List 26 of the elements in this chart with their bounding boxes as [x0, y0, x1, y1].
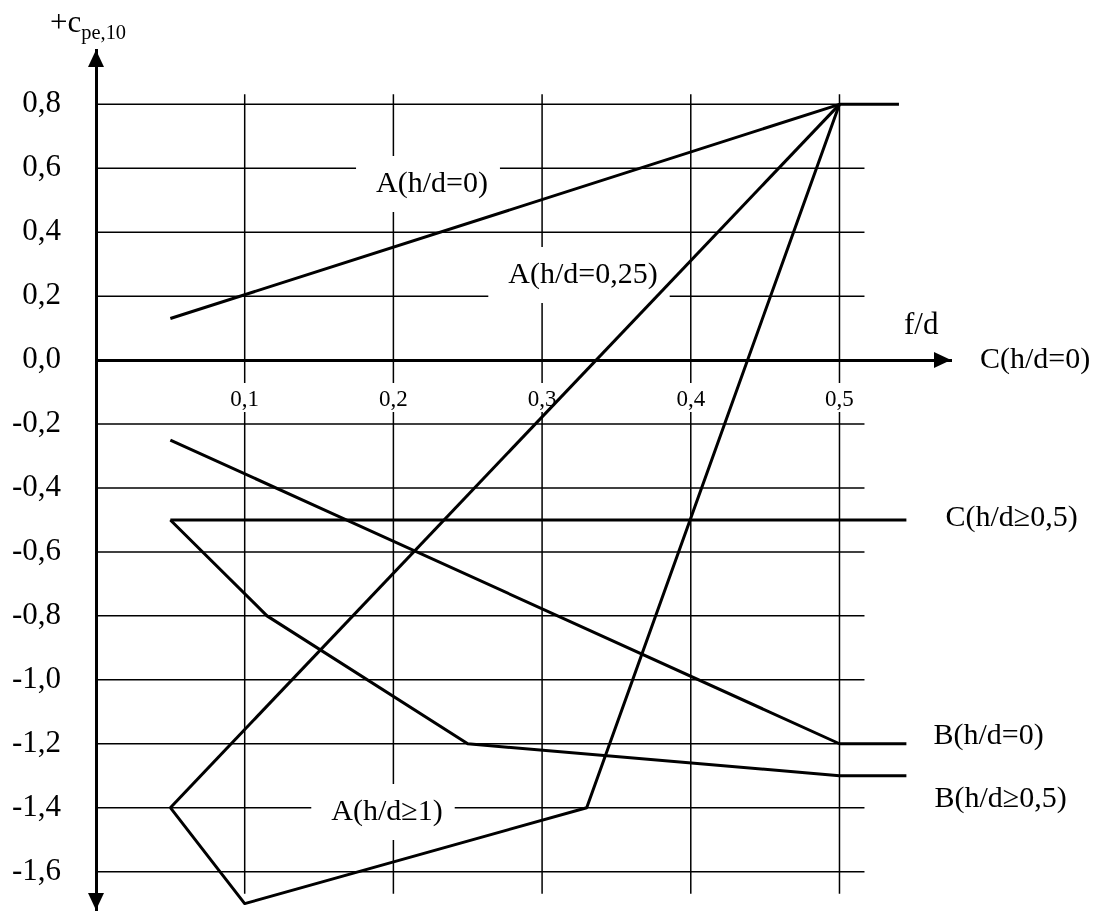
y-tick-label: -1,2	[11, 723, 61, 759]
series-label: A(h/d≥1)	[331, 792, 443, 827]
y-tick-label: -1,4	[11, 787, 62, 823]
y-tick-label: -0,2	[11, 404, 61, 440]
x-tick-label: 0,4	[676, 385, 706, 411]
series-label: C(h/d≥0,5)	[945, 498, 1078, 533]
x-axis-title: f/d	[904, 306, 939, 342]
x-tick-label: 0,2	[379, 385, 408, 411]
series-label: B(h/d=0)	[933, 716, 1044, 751]
y-tick-label: 0,2	[22, 276, 61, 312]
y-tick-label: -0,8	[11, 596, 61, 632]
y-tick-label: -0,6	[11, 532, 61, 568]
y-tick-label: 0,6	[22, 148, 61, 184]
y-tick-label: -0,4	[11, 468, 62, 504]
series-label: A(h/d=0,25)	[508, 255, 658, 290]
y-tick-label: -1,0	[11, 659, 61, 695]
y-tick-label: 0,4	[22, 212, 62, 248]
text: C(h/d=0)	[980, 340, 1091, 375]
x-tick-label: 0,5	[825, 385, 854, 411]
y-tick-label: 0,8	[22, 84, 61, 120]
series-label: B(h/d≥0,5)	[934, 779, 1067, 814]
y-tick-label: 0,0	[22, 340, 61, 376]
y-tick-label: -1,6	[11, 851, 61, 887]
x-tick-label: 0,1	[230, 385, 260, 411]
series-label: A(h/d=0)	[376, 164, 488, 199]
y-axis-title: +c$_{pe,10}$	[50, 4, 127, 43]
